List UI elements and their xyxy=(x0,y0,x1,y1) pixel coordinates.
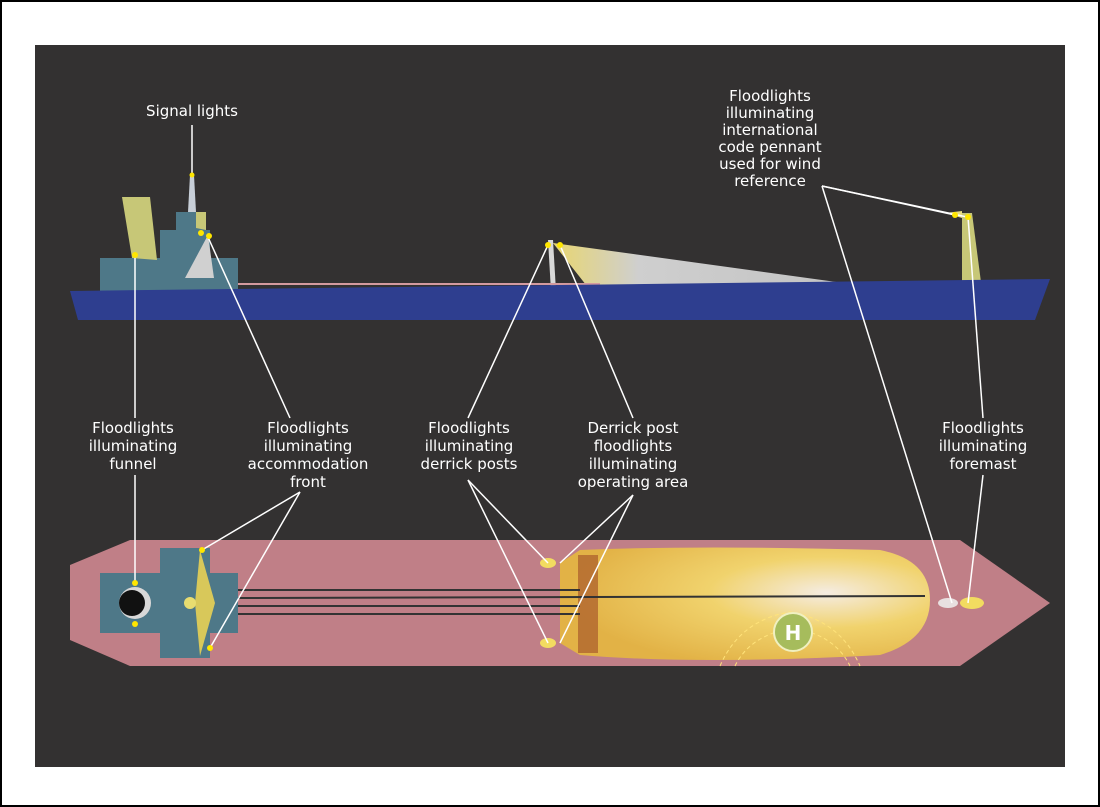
helipad-marker: H xyxy=(785,621,802,645)
label-line: illuminating xyxy=(425,437,514,455)
label-line: illuminating xyxy=(589,455,678,473)
label-line: funnel xyxy=(109,455,156,473)
label-line: used for wind xyxy=(719,155,821,173)
label-line: floodlights xyxy=(594,437,673,455)
label-line: reference xyxy=(734,172,806,190)
label-line: illuminating xyxy=(939,437,1028,455)
label-line: derrick posts xyxy=(421,455,518,473)
label-line: Floodlights xyxy=(267,419,349,437)
light-dots xyxy=(132,172,971,651)
label-line: foremast xyxy=(949,455,1016,473)
label-line: illuminating xyxy=(89,437,178,455)
ship-profile xyxy=(70,175,1050,320)
label-line: accommodation xyxy=(248,455,369,473)
label-line: Derrick post xyxy=(587,419,678,437)
label-line: illuminating xyxy=(264,437,353,455)
label-line: Floodlights xyxy=(428,419,510,437)
label-line: code pennant xyxy=(718,138,821,156)
label-line: Signal lights xyxy=(146,102,238,120)
label-operating-area: Derrick post floodlights illuminating opera… xyxy=(578,419,689,491)
label-signal-lights: Signal lights xyxy=(146,102,238,120)
label-line: illuminating xyxy=(726,104,815,122)
label-line: international xyxy=(722,121,817,139)
label-foremast: Floodlights illuminating foremast xyxy=(939,419,1028,473)
leader-lines xyxy=(134,125,984,649)
ship-plan: H xyxy=(70,540,1050,667)
helipad xyxy=(773,612,813,652)
label-line: Floodlights xyxy=(92,419,174,437)
label-accommodation: Floodlights illuminating accommodation fron… xyxy=(248,419,369,491)
label-pennant: Floodlights illuminating international code… xyxy=(718,87,821,190)
label-derrick-posts: Floodlights illuminating derrick posts xyxy=(421,419,518,473)
label-funnel: Floodlights illuminating funnel xyxy=(89,419,178,473)
label-line: operating area xyxy=(578,473,689,491)
label-line: front xyxy=(290,473,326,491)
label-line: Floodlights xyxy=(729,87,811,105)
label-line: Floodlights xyxy=(942,419,1024,437)
